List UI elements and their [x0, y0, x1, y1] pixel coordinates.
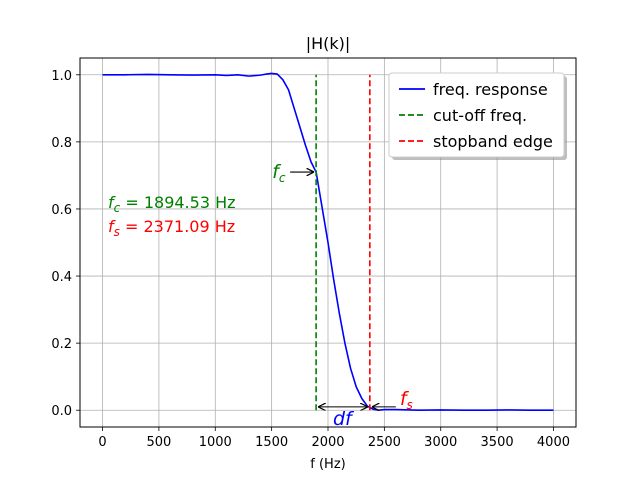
- y-tick-label: 0.6: [51, 203, 72, 218]
- plot-area: [102, 72, 554, 412]
- legend: freq. response cut-off freq. stopband edge: [388, 72, 567, 160]
- fc-arrow-label: fc: [272, 161, 286, 185]
- fs-arrow-label: fs: [400, 388, 413, 412]
- x-tick-label: 3000: [424, 435, 457, 450]
- chart-title: |H(k)|: [306, 34, 351, 53]
- legend-label: cut-off freq.: [433, 106, 527, 125]
- y-tick-label: 1.0: [51, 69, 72, 84]
- legend-items: freq. response cut-off freq. stopband edge: [399, 80, 553, 151]
- y-tick-label: 0.2: [51, 337, 72, 352]
- x-axis-label: f (Hz): [310, 457, 345, 472]
- y-tick-label: 0.0: [51, 404, 72, 419]
- x-tick-label: 2500: [368, 435, 401, 450]
- legend-label: stopband edge: [433, 132, 553, 151]
- x-tick-label: 4000: [537, 435, 570, 450]
- legend-item-cutoff-freq: cut-off freq.: [399, 106, 527, 125]
- freq-response-line: [102, 72, 554, 412]
- x-tick-label: 3500: [481, 435, 514, 450]
- legend-item-stopband-edge: stopband edge: [399, 132, 553, 151]
- y-tick-label: 0.4: [51, 270, 72, 285]
- x-tick-label: 1500: [255, 435, 288, 450]
- legend-box: [388, 72, 565, 158]
- x-tick-label: 2000: [311, 435, 344, 450]
- x-axis-ticks: 0 500 1000 1500 2000 2500 3000 3500 4000: [98, 427, 570, 450]
- legend-item-freq-response: freq. response: [399, 80, 548, 99]
- fs-value-text: fs = 2371.09 Hz: [108, 217, 235, 239]
- df-label: df: [333, 408, 355, 430]
- y-tick-label: 0.8: [51, 136, 72, 151]
- x-tick-label: 500: [146, 435, 171, 450]
- x-tick-label: 0: [98, 435, 106, 450]
- fc-value-text: fc = 1894.53 Hz: [108, 193, 236, 215]
- x-tick-label: 1000: [199, 435, 232, 450]
- y-axis-ticks: 0.0 0.2 0.4 0.6 0.8 1.0: [51, 69, 80, 419]
- legend-label: freq. response: [433, 80, 548, 99]
